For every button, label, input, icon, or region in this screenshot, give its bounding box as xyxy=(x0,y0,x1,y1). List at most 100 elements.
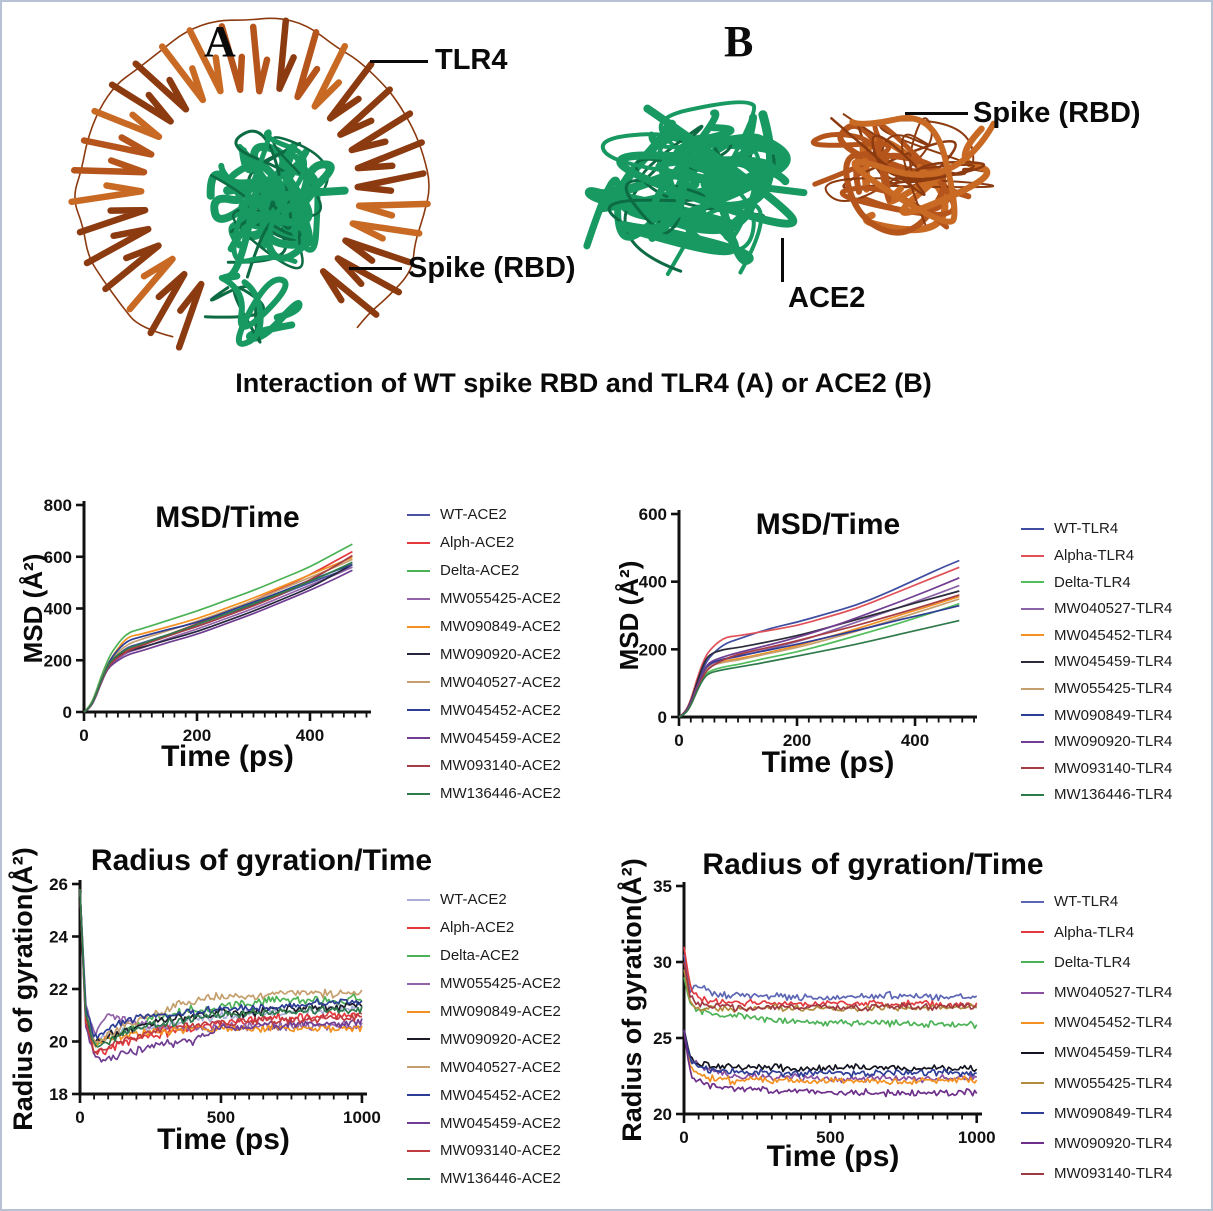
legend-swatch xyxy=(407,1010,430,1013)
series-line-MW040527-TLR4 xyxy=(683,1028,978,1084)
legend-item: MW045452-ACE2 xyxy=(407,1081,561,1109)
legend-swatch xyxy=(407,681,430,684)
legend-label: MW090849-ACE2 xyxy=(440,618,561,635)
series-line-Alpha-TLR4 xyxy=(683,946,978,1009)
legend-item: MW045452-ACE2 xyxy=(407,696,561,724)
legend-item: MW040527-ACE2 xyxy=(407,668,561,696)
legend-swatch xyxy=(407,737,430,740)
x-tick-label: 0 xyxy=(674,731,683,750)
legend-item: MW090920-TLR4 xyxy=(1021,728,1172,755)
tlr4-label: TLR4 xyxy=(435,44,508,76)
legend-label: MW055425-TLR4 xyxy=(1054,1074,1173,1092)
spike-rbd-a-label: Spike (RBD) xyxy=(408,252,576,284)
legend-label: MW136446-ACE2 xyxy=(440,1170,561,1188)
legend-swatch xyxy=(407,709,430,712)
legend-item: MW090849-ACE2 xyxy=(407,998,561,1026)
legend-item: MW045459-TLR4 xyxy=(1021,649,1172,676)
legend-swatch xyxy=(1021,900,1044,903)
legend-swatch xyxy=(1021,991,1044,994)
chart-msd-ace2: 0 200 400 0 200 400 600 800 MSD/Time Time (ps) MSD… xyxy=(18,496,371,773)
series-line-MW045459-ACE2 xyxy=(79,889,363,1063)
y-tick-label: 18 xyxy=(49,1085,68,1104)
legend-item: MW040527-TLR4 xyxy=(1021,977,1172,1007)
series-line-Delta-ACE2 xyxy=(83,543,353,713)
series-line-MW093140-ACE2 xyxy=(83,554,353,713)
legend-swatch xyxy=(1021,527,1044,530)
series-line-MW055425-TLR4 xyxy=(683,969,978,1013)
legend-item: MW045459-ACE2 xyxy=(407,1109,561,1137)
series-line-MW136446-ACE2 xyxy=(83,561,353,713)
x-axis-label: Time (ps) xyxy=(762,746,895,779)
legend-swatch xyxy=(1021,607,1044,610)
legend-swatch xyxy=(407,597,430,600)
figure-caption: Interaction of WT spike RBD and TLR4 (A)… xyxy=(235,368,932,398)
y-tick-label: 400 xyxy=(44,600,72,619)
legend-item: Alpha-TLR4 xyxy=(1021,917,1172,947)
legend-item: MW093140-ACE2 xyxy=(407,1137,561,1165)
y-axis-label: MSD (Å²) xyxy=(614,561,644,671)
legend-label: MW090920-TLR4 xyxy=(1054,1134,1173,1152)
series-line-MW090920-TLR4 xyxy=(678,577,960,718)
legend-item: MW045452-TLR4 xyxy=(1021,1008,1172,1038)
legend-item: WT-ACE2 xyxy=(407,501,561,529)
y-tick-label: 30 xyxy=(653,953,672,972)
legend-label: Delta-TLR4 xyxy=(1054,953,1131,971)
legend-item: MW090849-ACE2 xyxy=(407,613,561,641)
x-tick-label: 200 xyxy=(183,726,211,745)
chart-rg-ace2: 0 500 1000 18 20 22 24 26 Radius of gyration/Tim… xyxy=(7,844,432,1156)
x-tick-label: 0 xyxy=(679,1128,688,1147)
legend-label: MW045452-TLR4 xyxy=(1054,1014,1173,1032)
panel-a-letter: A xyxy=(204,17,236,66)
x-axis-label: Time (ps) xyxy=(157,1123,290,1156)
chart-title: MSD/Time xyxy=(756,508,900,541)
legend-swatch xyxy=(1021,581,1044,584)
legend-swatch xyxy=(1021,660,1044,663)
protein-structure-b xyxy=(583,100,997,276)
y-tick-label: 22 xyxy=(49,980,68,999)
ace2-pointer-line xyxy=(781,238,784,282)
legend-item: WT-TLR4 xyxy=(1021,887,1172,917)
spike-rbd-b-pointer-line xyxy=(905,112,968,115)
legend-swatch xyxy=(407,792,430,795)
series-line-Delta-TLR4 xyxy=(683,977,978,1030)
legend-label: MW045459-ACE2 xyxy=(440,729,561,747)
legend-msd-ace2: WT-ACE2 Alph-ACE2 Delta-ACE2 MW055425-ACE2 M… xyxy=(407,501,561,808)
x-tick-label: 0 xyxy=(75,1108,84,1127)
y-axis-label: MSD (Å²) xyxy=(18,554,48,664)
legend-swatch xyxy=(1021,931,1044,934)
legend-label: MW045452-TLR4 xyxy=(1054,626,1173,644)
legend-swatch xyxy=(1021,1082,1044,1085)
chart-title: Radius of gyration/Time xyxy=(91,844,432,877)
series-line-WT-TLR4 xyxy=(683,954,978,1002)
x-tick-label: 200 xyxy=(783,731,811,750)
legend-label: MW093140-TLR4 xyxy=(1054,1165,1173,1183)
legend-label: MW055425-ACE2 xyxy=(440,590,561,608)
ace2-label: ACE2 xyxy=(788,282,866,314)
series-line-MW090849-TLR4 xyxy=(683,1030,977,1078)
legend-swatch xyxy=(407,764,430,767)
legend-label: MW093140-TLR4 xyxy=(1054,759,1173,777)
legend-item: Alpha-TLR4 xyxy=(1021,542,1172,569)
legend-item: MW093140-TLR4 xyxy=(1021,755,1172,782)
legend-swatch xyxy=(1021,740,1044,743)
legend-label: MW045452-ACE2 xyxy=(440,701,561,719)
legend-item: Delta-ACE2 xyxy=(407,557,561,585)
legend-item: MW040527-TLR4 xyxy=(1021,595,1172,622)
legend-swatch xyxy=(1021,1021,1044,1024)
y-tick-label: 0 xyxy=(63,703,72,722)
y-tick-label: 200 xyxy=(44,651,72,670)
legend-swatch xyxy=(407,1094,430,1097)
legend-swatch xyxy=(407,1149,430,1152)
y-tick-label: 25 xyxy=(653,1029,672,1048)
legend-swatch xyxy=(407,898,430,901)
y-tick-label: 600 xyxy=(44,548,72,567)
x-tick-label: 1000 xyxy=(343,1108,381,1127)
series-line-MW045459-TLR4 xyxy=(683,1028,978,1073)
legend-swatch xyxy=(1021,1142,1044,1145)
legend-label: MW040527-TLR4 xyxy=(1054,984,1173,1002)
legend-swatch xyxy=(1021,793,1044,796)
legend-label: Alph-ACE2 xyxy=(440,919,515,937)
legend-swatch xyxy=(407,1066,430,1069)
series-line-MW093140-ACE2 xyxy=(79,889,363,1056)
